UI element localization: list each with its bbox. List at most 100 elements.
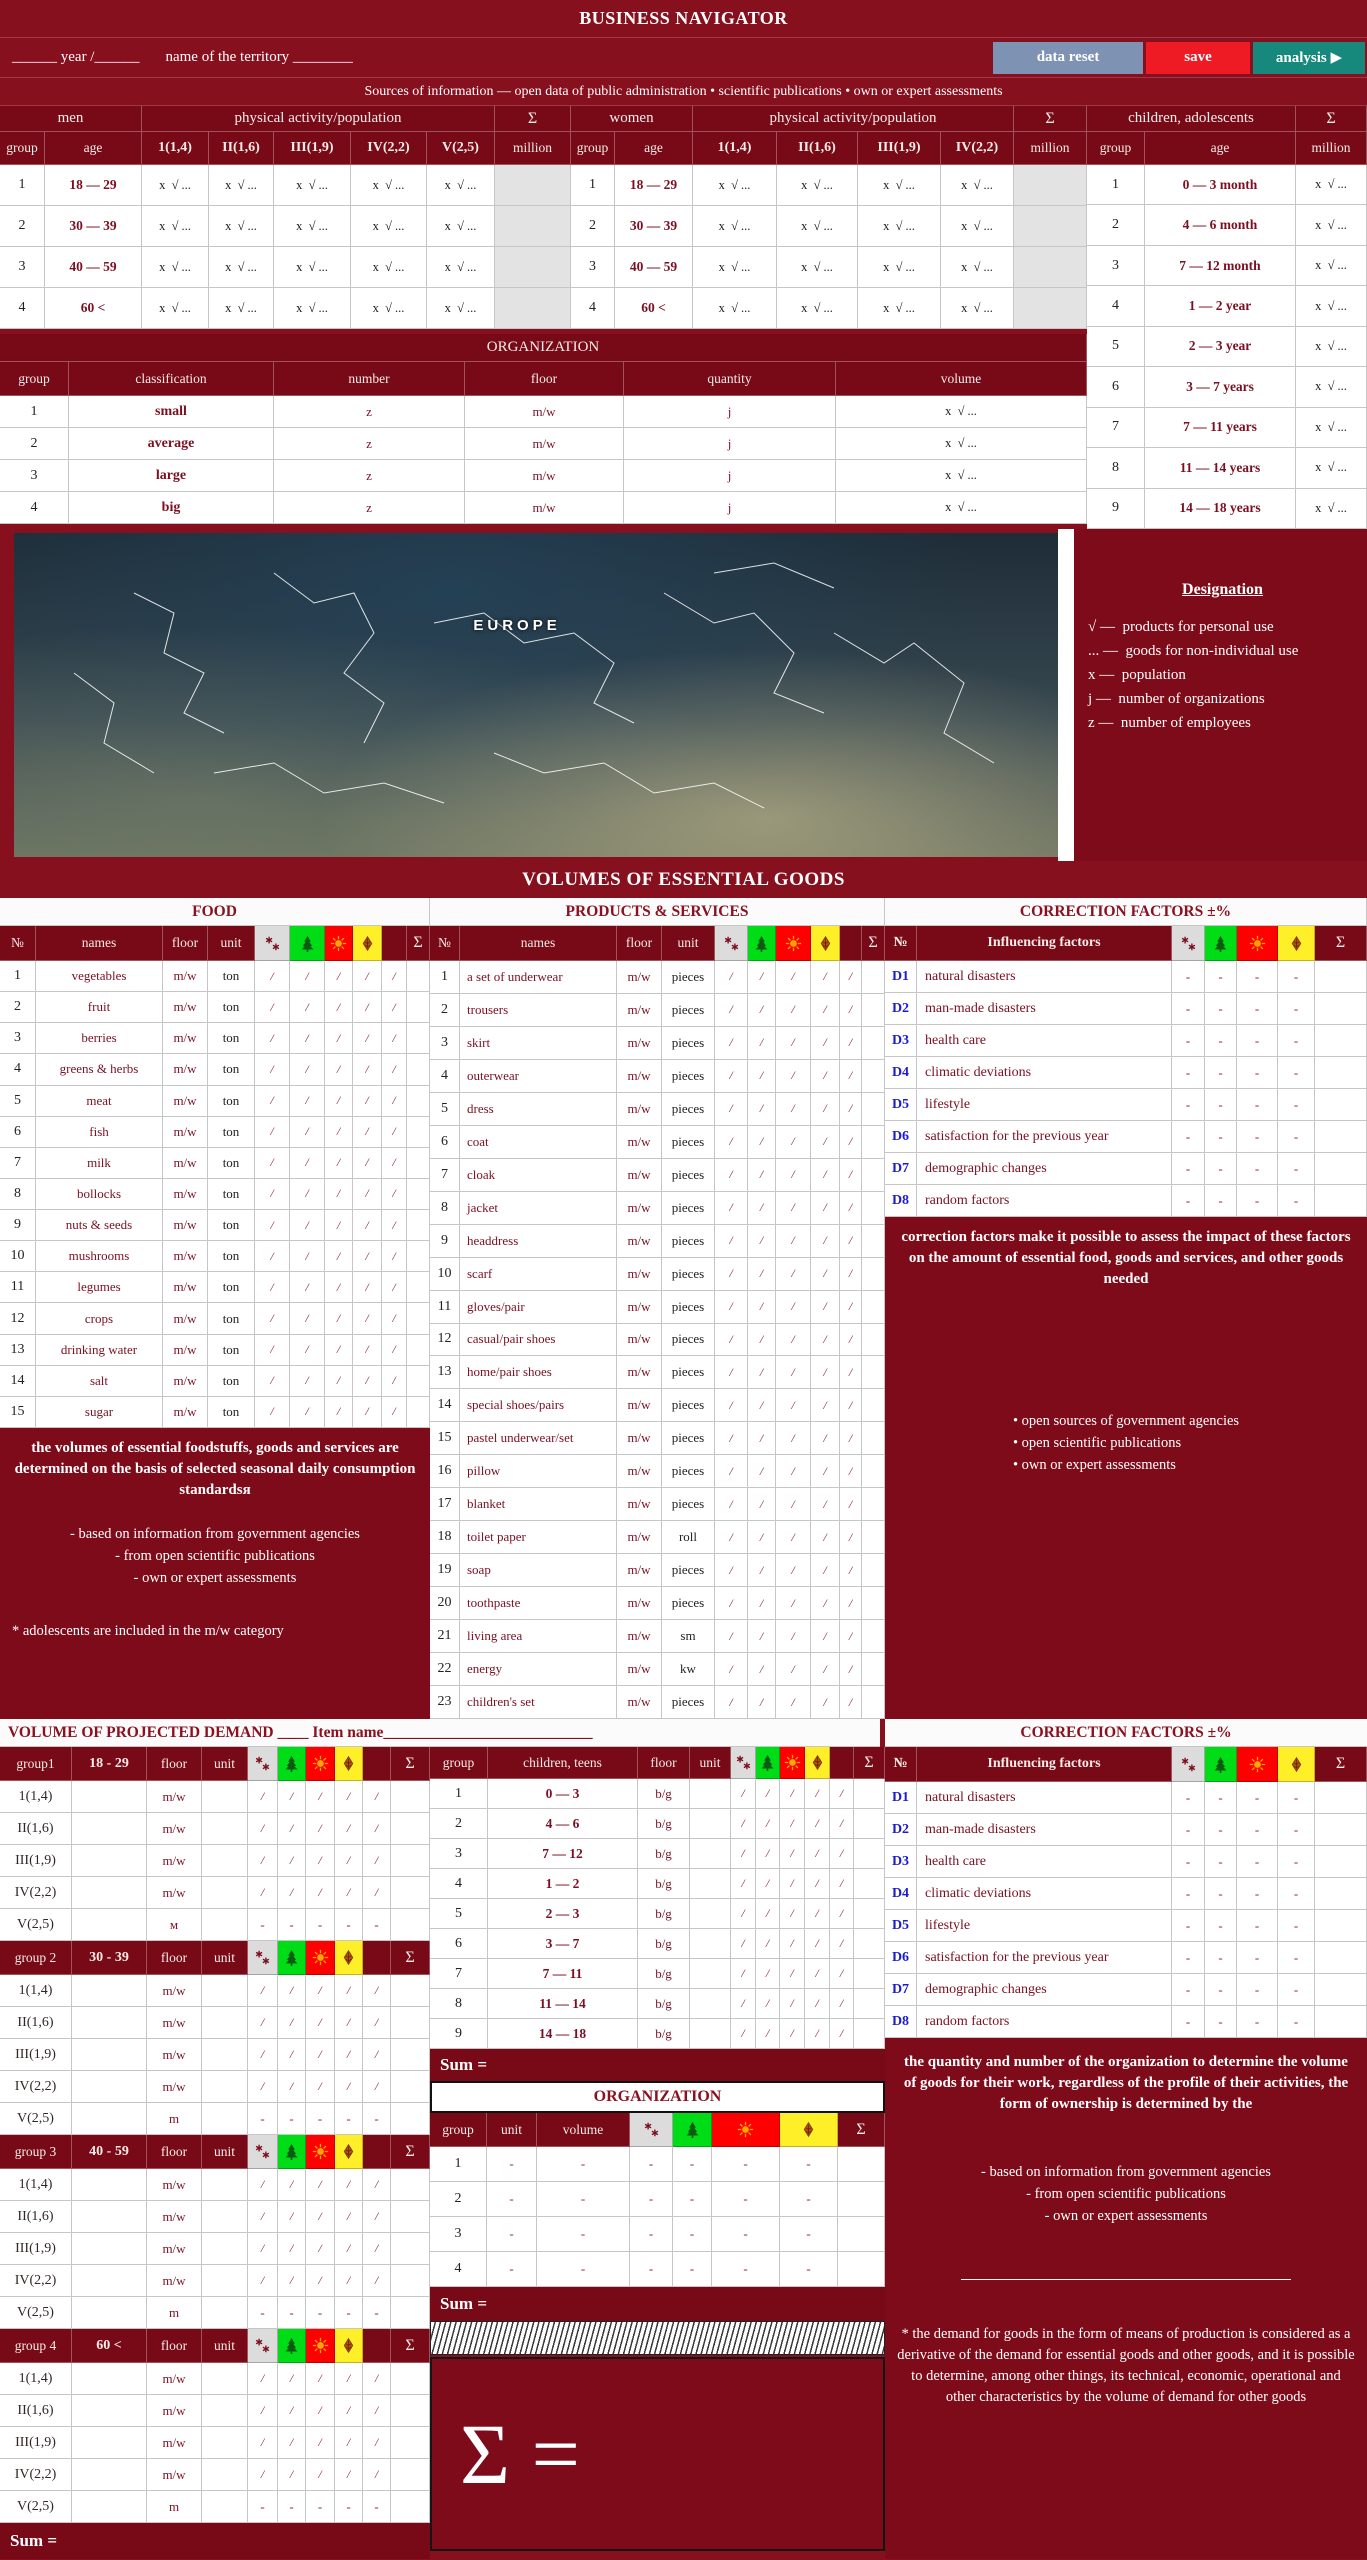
entry-cell[interactable]: /	[840, 961, 862, 994]
entry-cell[interactable]: x √ ...	[693, 288, 777, 329]
entry-cell[interactable]: /	[325, 992, 353, 1024]
entry-cell[interactable]: -	[363, 2103, 391, 2135]
sum-cell[interactable]	[862, 1488, 885, 1522]
sum-cell[interactable]	[862, 1422, 885, 1456]
entry-cell[interactable]: -	[1205, 1846, 1237, 1878]
sum-cell[interactable]	[1315, 1153, 1367, 1185]
entry-cell[interactable]: /	[306, 1813, 335, 1845]
entry-cell[interactable]: -	[673, 2147, 712, 2182]
entry-cell[interactable]: -	[1278, 1153, 1315, 1185]
entry-cell[interactable]: /	[248, 2071, 278, 2103]
floor-cell[interactable]: m/w	[147, 1845, 202, 1877]
sum-cell[interactable]	[391, 2169, 430, 2201]
sum-cell[interactable]	[862, 1257, 885, 1291]
sum-cell[interactable]	[862, 1455, 885, 1489]
entry-cell[interactable]: x √ ...	[274, 288, 351, 329]
sum-cell[interactable]	[391, 2427, 430, 2459]
entry-cell[interactable]: -	[780, 2182, 838, 2217]
entry-cell[interactable]: /	[840, 1389, 862, 1423]
floor-cell[interactable]: m/w	[147, 2363, 202, 2395]
entry-cell[interactable]: /	[748, 1587, 776, 1621]
entry-cell[interactable]: /	[382, 1085, 407, 1117]
floor-cell[interactable]: m/w	[163, 1334, 208, 1366]
unit-cell[interactable]	[202, 2491, 248, 2523]
entry-cell[interactable]: /	[748, 1521, 776, 1555]
entry-cell[interactable]: /	[715, 1125, 748, 1159]
unit-cell[interactable]	[202, 2297, 248, 2329]
entry-cell[interactable]: x √ ...	[858, 206, 941, 247]
age-cell[interactable]	[72, 2363, 147, 2395]
entry-cell[interactable]: /	[278, 2265, 306, 2297]
entry-cell[interactable]: /	[248, 2039, 278, 2071]
entry-cell[interactable]: -	[248, 2297, 278, 2329]
floor-cell[interactable]: m/w	[617, 1158, 662, 1192]
entry-cell[interactable]: x √ ...	[777, 206, 858, 247]
floor-cell[interactable]: m/w	[147, 1781, 202, 1813]
entry-cell[interactable]: /	[776, 1389, 811, 1423]
entry-cell[interactable]: /	[248, 2265, 278, 2297]
entry-cell[interactable]: -	[1278, 1942, 1315, 1974]
sum-row[interactable]: Sum =	[430, 2287, 885, 2321]
entry-cell[interactable]: /	[306, 2395, 335, 2427]
entry-cell[interactable]: /	[715, 1620, 748, 1654]
entry-cell[interactable]: /	[290, 1241, 325, 1273]
entry-cell[interactable]: /	[731, 1929, 756, 1959]
sum-cell[interactable]	[1315, 961, 1367, 993]
sum-cell[interactable]	[407, 1116, 430, 1148]
entry-cell[interactable]: /	[248, 1813, 278, 1845]
entry-cell[interactable]: /	[382, 1303, 407, 1335]
floor-cell[interactable]: m/w	[147, 2007, 202, 2039]
entry-cell[interactable]: /	[805, 1899, 830, 1929]
entry-cell[interactable]: /	[255, 1116, 290, 1148]
entry-cell[interactable]: -	[1237, 1974, 1278, 2006]
entry-cell[interactable]: /	[353, 1334, 382, 1366]
age-cell[interactable]	[72, 2395, 147, 2427]
entry-cell[interactable]: x √ ...	[142, 247, 209, 288]
unit-cell[interactable]	[690, 1959, 731, 1989]
item-name-field[interactable]: Item name___________________________	[312, 1723, 593, 1741]
entry-cell[interactable]: /	[811, 1521, 840, 1555]
entry-cell[interactable]: /	[748, 1554, 776, 1588]
unit-cell[interactable]	[690, 1779, 731, 1809]
unit-cell[interactable]: ton	[208, 1396, 255, 1428]
floor-cell[interactable]: m/w	[465, 460, 624, 492]
entry-cell[interactable]: /	[830, 2019, 854, 2049]
volume-cell[interactable]: -	[537, 2147, 630, 2182]
entry-cell[interactable]: -	[1172, 1121, 1205, 1153]
entry-cell[interactable]: -	[1237, 2006, 1278, 2038]
sum-cell[interactable]	[862, 1191, 885, 1225]
entry-cell[interactable]: /	[335, 2363, 363, 2395]
entry-cell[interactable]: /	[840, 1092, 862, 1126]
entry-cell[interactable]: /	[811, 1356, 840, 1390]
entry-cell[interactable]: -	[1237, 1025, 1278, 1057]
entry-cell[interactable]: x √ ...	[858, 288, 941, 329]
volume-cell[interactable]: x √ ...	[836, 428, 1087, 460]
entry-cell[interactable]: /	[830, 1899, 854, 1929]
entry-cell[interactable]: /	[830, 1809, 854, 1839]
entry-cell[interactable]: /	[748, 1686, 776, 1719]
entry-cell[interactable]: /	[255, 992, 290, 1024]
entry-cell[interactable]: /	[353, 1085, 382, 1117]
entry-cell[interactable]: /	[776, 1554, 811, 1588]
sum-cell[interactable]	[1315, 1782, 1367, 1814]
unit-cell[interactable]: kw	[662, 1653, 715, 1687]
entry-cell[interactable]: -	[278, 2103, 306, 2135]
sum-cell[interactable]	[854, 2019, 885, 2049]
entry-cell[interactable]: /	[748, 1488, 776, 1522]
sum-cell[interactable]	[862, 1323, 885, 1357]
unit-cell[interactable]: -	[487, 2252, 537, 2287]
million-cell[interactable]	[495, 247, 571, 288]
sum-cell[interactable]	[1315, 1910, 1367, 1942]
entry-cell[interactable]: /	[811, 1257, 840, 1291]
entry-cell[interactable]: /	[278, 2071, 306, 2103]
entry-cell[interactable]: /	[805, 1809, 830, 1839]
floor-cell[interactable]: m/w	[617, 1224, 662, 1258]
floor-cell[interactable]: m/w	[163, 1396, 208, 1428]
entry-cell[interactable]: -	[1205, 1942, 1237, 1974]
entry-cell[interactable]: /	[363, 2201, 391, 2233]
entry-cell[interactable]: -	[1205, 2006, 1237, 2038]
unit-cell[interactable]: pieces	[662, 1554, 715, 1588]
entry-cell[interactable]: /	[731, 1779, 756, 1809]
entry-cell[interactable]: /	[731, 1989, 756, 2019]
entry-cell[interactable]: -	[1205, 1974, 1237, 2006]
